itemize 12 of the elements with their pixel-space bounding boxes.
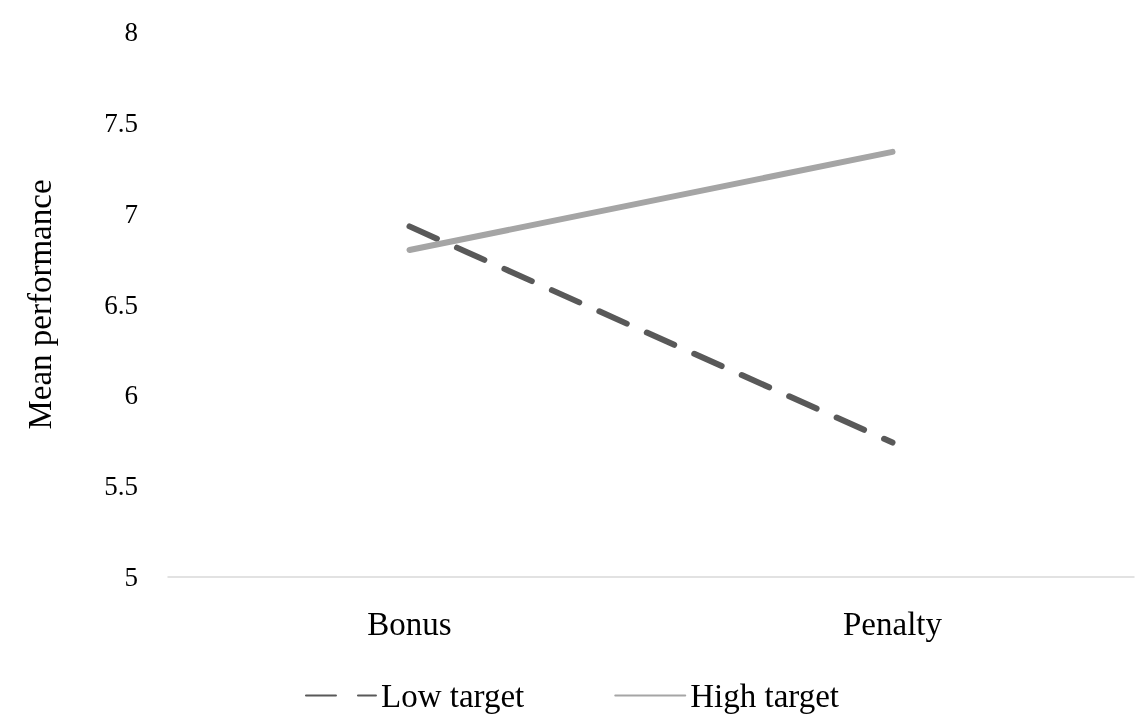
legend-label: Low target bbox=[380, 677, 525, 714]
y-tick-label: 7 bbox=[124, 198, 138, 229]
x-tick-label: Bonus bbox=[367, 605, 452, 642]
x-tick-label: Penalty bbox=[843, 605, 943, 642]
y-axis-title: Mean performance bbox=[21, 179, 58, 430]
legend-label: High target bbox=[690, 677, 840, 714]
y-tick-label: 6 bbox=[124, 380, 138, 411]
y-tick-label: 5.5 bbox=[104, 471, 138, 502]
y-tick-label: 6.5 bbox=[104, 289, 138, 320]
y-tick-label: 5 bbox=[124, 562, 138, 592]
y-tick-label: 7.5 bbox=[104, 107, 138, 138]
y-tick-label: 8 bbox=[124, 17, 138, 47]
